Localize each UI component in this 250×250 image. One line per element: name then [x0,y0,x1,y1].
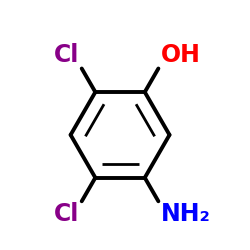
Text: OH: OH [161,43,201,67]
Text: Cl: Cl [54,43,79,67]
Text: Cl: Cl [54,202,79,226]
Text: NH₂: NH₂ [161,202,211,226]
